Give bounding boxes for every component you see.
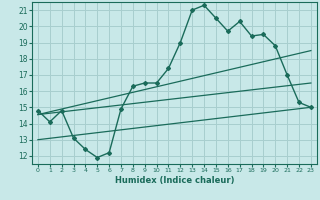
X-axis label: Humidex (Indice chaleur): Humidex (Indice chaleur) [115,176,234,185]
